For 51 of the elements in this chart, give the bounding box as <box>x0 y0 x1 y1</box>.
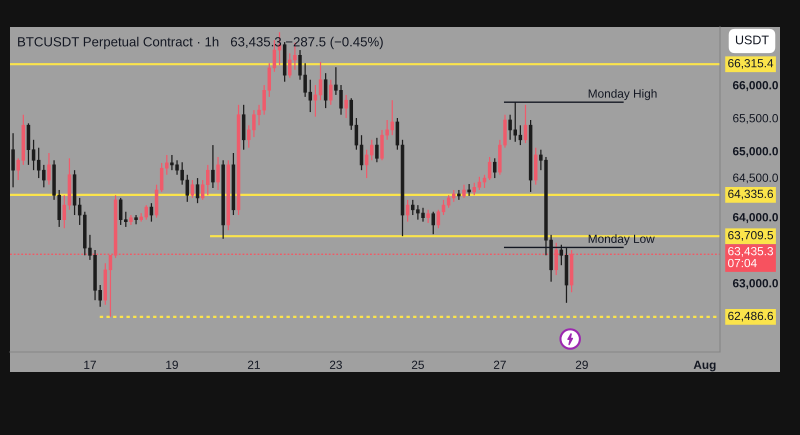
candlestick <box>375 137 379 163</box>
candlestick <box>396 117 400 150</box>
candlestick <box>406 199 410 222</box>
x-tick-label: 27 <box>494 360 506 369</box>
y-tick-label: 63,000.0 <box>732 279 778 290</box>
candlestick <box>190 179 194 199</box>
candlestick <box>431 211 436 235</box>
candlestick <box>11 132 15 188</box>
data-label: 63,709.5 <box>728 231 774 241</box>
candlestick <box>334 66 338 96</box>
candlestick <box>314 84 318 118</box>
candlestick <box>196 177 200 204</box>
y-tick-label: 65,000.0 <box>732 147 778 158</box>
candlestick <box>426 209 430 224</box>
candlestick <box>211 144 215 189</box>
candlestick <box>457 189 461 200</box>
y-tick-label: 65,500.0 <box>733 114 778 124</box>
candlestick <box>329 79 333 106</box>
candlestick <box>339 84 343 116</box>
text: BTCUSDT Perpetual Contract · 1h <box>18 36 218 50</box>
candlestick <box>492 158 496 179</box>
ref-line-label: 64,335.6 <box>728 190 774 200</box>
candlestick <box>170 154 174 171</box>
y-tick-label: 66,000.0 <box>732 81 778 92</box>
candlestick <box>216 156 220 191</box>
candlestick <box>150 202 154 222</box>
series-label: Monday Low <box>588 234 655 246</box>
y-axis-title: USDT <box>736 36 769 44</box>
candlestick <box>129 214 133 226</box>
candlestick <box>360 134 364 171</box>
series-label: Monday High <box>588 89 657 100</box>
x-tick-label: 25 <box>412 360 424 370</box>
candlestick <box>318 61 322 101</box>
candlestick <box>47 152 51 186</box>
x-tick-label: 19 <box>166 360 178 370</box>
ref-line-label: 66,315.4 <box>728 59 774 69</box>
x-tick-label: 23 <box>330 360 342 370</box>
candlestick <box>134 214 138 225</box>
candlestick <box>467 183 471 197</box>
x-tick-label: 21 <box>248 360 260 369</box>
candlestick <box>462 184 466 199</box>
candlestick <box>344 94 348 119</box>
x-tick-label: 17 <box>84 360 96 369</box>
x-tick-label: 29 <box>576 360 588 370</box>
data-label: 62,486.6 <box>728 312 774 322</box>
ref-line-label: 63,435.3 07:04 <box>728 246 774 268</box>
candlestick <box>324 72 328 109</box>
x-tick-label: Aug <box>694 360 716 372</box>
y-tick-label: 64,500.0 <box>733 174 778 184</box>
candlestick <box>524 104 528 144</box>
y-tick-label: 64,000.0 <box>732 213 778 224</box>
